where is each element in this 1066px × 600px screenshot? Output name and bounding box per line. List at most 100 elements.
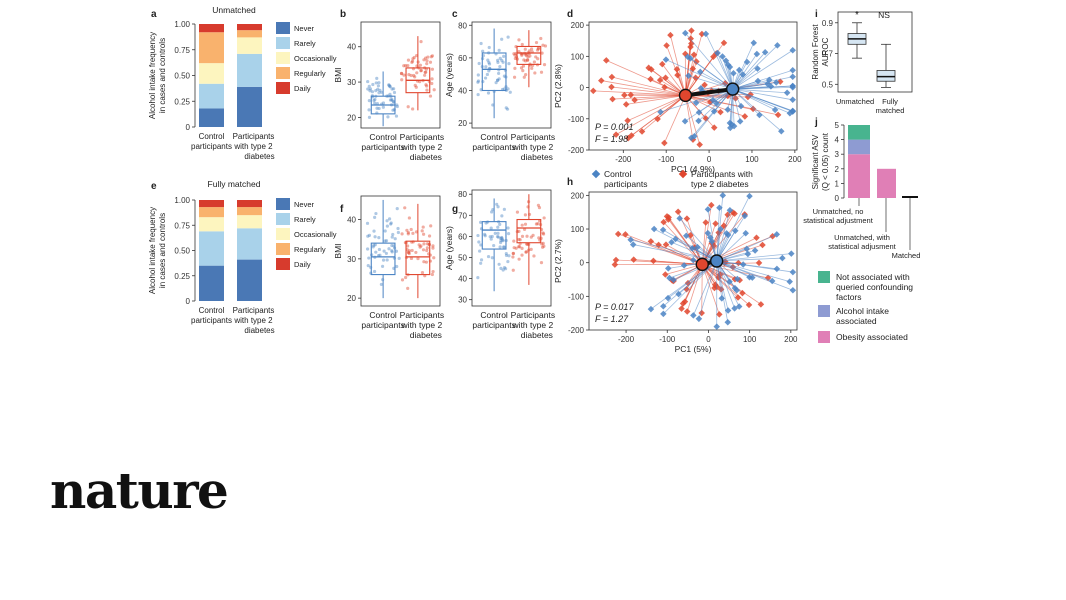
point-h-control <box>690 256 697 264</box>
panel-f-y-tick-label: 40 <box>347 216 356 225</box>
legend-d-control-marker <box>591 169 601 179</box>
panel-i-xlabel: Unmatched <box>836 97 874 106</box>
panel-g-xlabel: Control <box>480 310 508 320</box>
spoke-h-control <box>679 218 717 262</box>
point-g-1 <box>488 235 492 239</box>
point-b-1 <box>381 101 386 105</box>
bar-e-daily-2 <box>237 200 262 208</box>
point-f-1 <box>383 229 387 233</box>
point-b-2 <box>428 94 433 98</box>
centroid-h-t2d <box>695 257 709 272</box>
panel-f-ylabel: BMI <box>333 243 343 258</box>
point-g-2 <box>536 203 541 207</box>
panel-d-x-tick-label: 100 <box>745 155 759 164</box>
legend-j-label-not-associated: Not associated with <box>836 272 910 282</box>
panel-h-x-tick-label: -200 <box>618 335 635 344</box>
point-f-2 <box>418 245 422 249</box>
point-g-2 <box>536 222 540 226</box>
point-b-1 <box>375 106 379 110</box>
spoke-d-t2d <box>663 95 686 144</box>
point-c-1 <box>487 45 491 50</box>
point-c-2 <box>522 75 526 79</box>
point-c-2 <box>519 66 524 70</box>
legend-j-swatch-alcohol <box>818 305 830 317</box>
panel-g-xlabel: Participants <box>511 310 555 320</box>
point-f-1 <box>385 224 389 228</box>
point-b-1 <box>376 84 381 88</box>
point-h-control <box>716 204 723 212</box>
spoke-d-t2d <box>593 90 686 96</box>
point-g-2 <box>532 254 536 258</box>
point-b-1 <box>366 79 370 84</box>
point-b-1 <box>387 83 391 87</box>
spoke-h-control <box>716 234 777 262</box>
point-b-1 <box>370 90 375 94</box>
point-b-1 <box>375 101 379 106</box>
bar-a-daily-2 <box>237 24 262 31</box>
point-h-t2d <box>753 234 760 241</box>
point-h-control <box>659 226 667 234</box>
point-g-1 <box>483 232 487 236</box>
point-h-control <box>723 230 730 237</box>
panel-h-y-tick-label: 100 <box>571 225 585 234</box>
point-b-2 <box>425 62 429 66</box>
point-b-1 <box>371 82 375 87</box>
panel-g-y-tick-label: 30 <box>458 296 467 305</box>
point-f-2 <box>409 227 413 232</box>
point-d-t2d <box>659 60 666 68</box>
point-f-2 <box>406 232 410 236</box>
spoke-d-control <box>732 49 793 90</box>
spoke-h-control <box>692 260 718 316</box>
panel-j-y-tick-label: 4 <box>835 136 840 145</box>
point-f-2 <box>420 229 424 233</box>
point-f-1 <box>389 221 393 225</box>
point-g-2 <box>512 239 516 243</box>
point-f-1 <box>369 265 373 269</box>
spoke-h-control <box>663 260 717 315</box>
point-b-1 <box>368 89 372 93</box>
point-f-2 <box>419 244 423 248</box>
panel-j-ylabel: Significant ASV <box>811 134 820 189</box>
point-g-1 <box>476 233 480 238</box>
point-h-t2d <box>660 218 667 226</box>
point-h-control <box>789 286 797 294</box>
panel-j-y-tick-label: 1 <box>835 179 840 188</box>
spoke-h-t2d <box>681 264 703 309</box>
point-h-control <box>717 225 724 233</box>
point-c-1 <box>479 41 483 46</box>
point-g-1 <box>495 234 500 239</box>
point-c-2 <box>539 36 543 41</box>
legend-j-label-alcohol: Alcohol intake <box>836 306 889 316</box>
panel-h-y-tick-label: -100 <box>568 292 585 301</box>
point-f-1 <box>387 217 392 221</box>
panel-g-y-tick-label: 80 <box>458 190 467 199</box>
point-b-2 <box>406 105 410 109</box>
point-g-2 <box>520 234 525 238</box>
point-c-1 <box>495 78 500 82</box>
spoke-d-control <box>732 42 755 90</box>
point-g-1 <box>501 239 505 243</box>
spoke-h-control <box>716 210 731 262</box>
point-h-t2d <box>683 308 691 315</box>
panel-h-y-tick-label: 0 <box>580 259 585 268</box>
panel-b-y-tick-label: 30 <box>347 78 356 87</box>
point-c-2 <box>521 69 525 73</box>
point-f-2 <box>416 256 420 261</box>
point-h-control <box>650 225 658 233</box>
bar-a-never-2 <box>237 86 262 127</box>
point-d-control <box>695 117 702 125</box>
point-g-2 <box>537 206 542 210</box>
legend-swatch-e-never <box>276 198 290 210</box>
point-f-2 <box>409 256 414 261</box>
point-f-1 <box>366 234 370 238</box>
point-f-2 <box>410 248 414 253</box>
point-b-2 <box>411 57 415 61</box>
point-b-1 <box>390 98 394 102</box>
point-b-2 <box>425 88 429 92</box>
panel-c-y-tick-label: 40 <box>458 86 467 95</box>
panel-b-ylabel: BMI <box>333 67 343 82</box>
panel-g-y-tick-label: 60 <box>458 232 467 241</box>
spoke-d-control <box>732 52 766 90</box>
point-f-1 <box>385 258 389 262</box>
bar-a-regularly-1 <box>199 32 224 64</box>
